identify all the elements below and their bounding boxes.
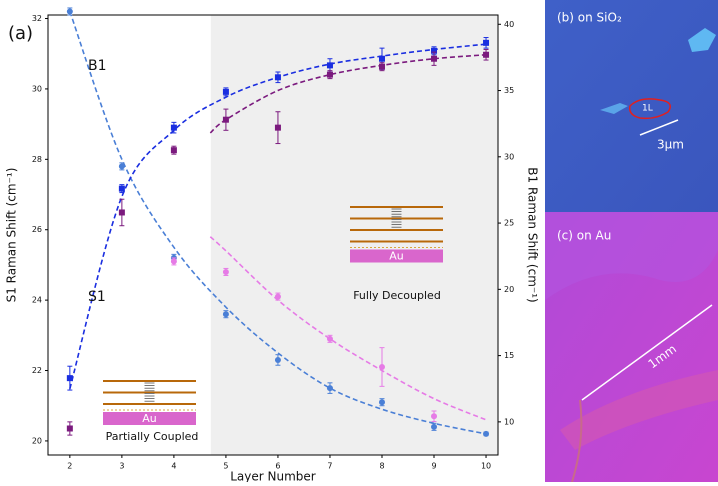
axes-frame xyxy=(47,14,499,456)
substrate xyxy=(103,412,196,425)
substrate-label: Au xyxy=(389,250,404,263)
y2-tick-label: 35 xyxy=(504,86,514,95)
inset-title: Fully Decoupled xyxy=(353,289,441,302)
y2-tick-label: 20 xyxy=(504,285,514,294)
marker xyxy=(222,311,229,318)
annotation: B1 xyxy=(88,58,107,74)
micrograph xyxy=(545,0,718,212)
y-tick-label: 24 xyxy=(32,296,42,305)
y2-tick-label: 30 xyxy=(504,152,514,161)
marker xyxy=(222,116,229,123)
flake-label: 1L xyxy=(642,104,653,114)
marker xyxy=(483,430,490,437)
x-tick-label: 6 xyxy=(275,462,280,471)
marker xyxy=(431,47,438,54)
marker xyxy=(66,375,73,382)
y2-tick-label: 15 xyxy=(504,351,514,360)
marker xyxy=(378,55,385,62)
marker xyxy=(170,147,177,154)
annotation: S1 xyxy=(88,289,106,305)
y2-tick-label: 25 xyxy=(504,219,514,228)
label-bg xyxy=(98,426,206,446)
marker xyxy=(483,39,490,46)
marker xyxy=(326,71,333,78)
y-tick-label: 30 xyxy=(32,84,42,93)
crack xyxy=(571,399,583,483)
marker xyxy=(222,268,229,275)
scale-bar xyxy=(639,119,679,136)
marker xyxy=(118,185,125,192)
region xyxy=(545,212,718,300)
scale-bar xyxy=(581,304,713,401)
panel-label: (a) xyxy=(8,23,33,44)
marker xyxy=(431,423,438,430)
y-tick-label: 26 xyxy=(32,225,42,234)
x-tick-label: 4 xyxy=(171,462,176,471)
region xyxy=(560,370,718,450)
x-tick-label: 5 xyxy=(223,462,228,471)
marker xyxy=(483,51,490,58)
x-tick-label: 8 xyxy=(379,462,384,471)
y-tick-label: 28 xyxy=(32,155,42,164)
marker xyxy=(274,356,281,363)
scale-label: 3μm xyxy=(657,138,684,152)
marker xyxy=(378,63,385,70)
image-b: (b) on SiO₂ 1L 3μm xyxy=(545,0,718,212)
marker xyxy=(274,124,281,131)
y2-tick-label: 10 xyxy=(504,417,514,426)
substrate xyxy=(350,249,443,263)
flake xyxy=(600,103,628,114)
y-tick-label: 20 xyxy=(32,436,42,445)
x-tick-label: 2 xyxy=(67,462,72,471)
marker xyxy=(274,293,281,300)
inset-title: Partially Coupled xyxy=(106,430,199,443)
x-tick-label: 9 xyxy=(431,462,436,471)
image-label: (b) on SiO₂ xyxy=(557,11,622,25)
marker xyxy=(326,335,333,342)
flake-outline xyxy=(628,98,671,120)
image-label: (c) on Au xyxy=(557,229,611,243)
marker xyxy=(326,385,333,392)
image-c: 1mm (c) on Au xyxy=(545,212,718,483)
marker xyxy=(378,364,385,370)
marker xyxy=(378,399,385,406)
marker xyxy=(170,258,177,265)
marker xyxy=(431,413,438,420)
marker xyxy=(274,74,281,81)
fit-curve xyxy=(69,43,487,389)
substrate-label: Au xyxy=(142,412,157,425)
y2-tick-label: 40 xyxy=(504,20,514,29)
y2-axis-title: B1 Raman Shift (cm⁻¹) xyxy=(526,167,540,302)
marker xyxy=(222,88,229,95)
x-tick-label: 10 xyxy=(481,462,491,471)
shaded-region xyxy=(210,15,498,455)
y-tick-label: 22 xyxy=(32,366,42,375)
marker xyxy=(118,209,125,216)
x-axis-title: Layer Number xyxy=(230,470,316,483)
marker xyxy=(326,62,333,69)
fit-curve xyxy=(70,15,487,435)
y-tick-label: 32 xyxy=(32,14,42,23)
marker xyxy=(431,55,438,62)
inset: Au Partially Coupled xyxy=(103,380,199,443)
y-axis-title: S1 Raman Shift (cm⁻¹) xyxy=(5,168,19,303)
marker xyxy=(118,163,125,170)
x-tick-label: 7 xyxy=(327,462,332,471)
plot: Au Partially Coupled Au Fully Decoupled 2 3 4 5… xyxy=(5,7,540,484)
marker xyxy=(66,8,73,15)
inset: Au Fully Decoupled xyxy=(350,206,443,302)
marker xyxy=(66,425,73,432)
flake xyxy=(688,28,716,52)
marker xyxy=(170,124,177,131)
x-tick-label: 3 xyxy=(119,462,124,471)
